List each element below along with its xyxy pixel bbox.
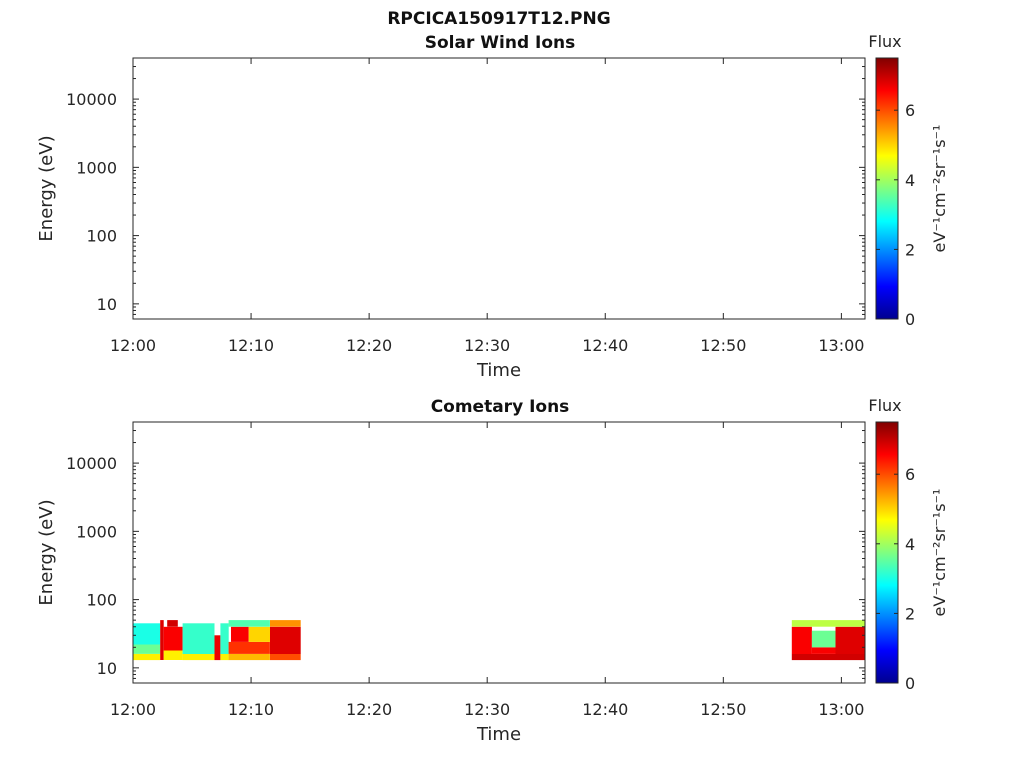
flux-cell (160, 620, 164, 660)
panel-title: Solar Wind Ions (425, 33, 576, 53)
figure-title: RPCICA150917T12.PNG (387, 9, 610, 29)
y-axis-label: Energy (eV) (36, 135, 57, 241)
flux-cell (811, 630, 836, 648)
flux-cell (167, 620, 178, 627)
flux-cell (163, 626, 183, 651)
x-tick-label: 12:20 (346, 336, 392, 355)
flux-cell (133, 644, 161, 654)
colorbar-tick-label: 4 (905, 535, 915, 554)
y-axis-label: Energy (eV) (36, 499, 57, 605)
colorbar-tick-label: 2 (905, 240, 915, 259)
flux-cell (791, 620, 865, 627)
x-axis-label: Time (476, 724, 521, 745)
y-tick-label: 10000 (66, 90, 117, 109)
x-tick-label: 12:00 (110, 336, 156, 355)
colorbar-tick-label: 0 (905, 674, 915, 693)
y-tick-label: 100 (86, 591, 117, 610)
flux-cell (214, 635, 221, 661)
flux-cell (248, 626, 270, 642)
y-tick-label: 10 (97, 659, 117, 678)
x-tick-label: 12:50 (700, 700, 746, 719)
colorbar-title: Flux (868, 396, 901, 415)
x-tick-label: 13:00 (818, 700, 864, 719)
y-tick-label: 1000 (76, 158, 117, 177)
x-tick-label: 13:00 (818, 336, 864, 355)
x-tick-label: 12:30 (464, 336, 510, 355)
flux-cell (133, 653, 161, 661)
colorbar-tick-label: 2 (905, 604, 915, 623)
colorbar-tick-label: 4 (905, 171, 915, 190)
x-axis-label: Time (476, 360, 521, 381)
x-tick-label: 12:10 (228, 336, 274, 355)
flux-cell (231, 626, 249, 642)
flux-cell (791, 626, 812, 654)
colorbar-tick-label: 6 (905, 101, 915, 120)
panel-cometary-ions: Cometary Ions 12:00 12:10 12:20 12:30 12:40 12… (36, 396, 949, 745)
y-tick-label: 10000 (66, 454, 117, 473)
x-tick-label: 12:30 (464, 700, 510, 719)
flux-cell (220, 623, 229, 654)
flux-cell (163, 650, 183, 660)
colorbar (875, 421, 899, 684)
flux-cell (182, 623, 215, 654)
flux-cell (270, 653, 301, 661)
flux-cell (133, 623, 161, 645)
flux-cell (228, 620, 270, 627)
plot-frame (132, 57, 866, 320)
x-tick-label: 12:20 (346, 700, 392, 719)
flux-cell (811, 647, 836, 654)
panel-solar-wind-ions: Solar Wind Ions 12:00 12:10 12:20 12:30 12:40… (36, 32, 949, 381)
colorbar (875, 57, 899, 320)
colorbar-tick-label: 0 (905, 310, 915, 329)
x-tick-label: 12:00 (110, 700, 156, 719)
flux-cell (228, 653, 270, 661)
y-tick-label: 10 (97, 295, 117, 314)
flux-cell (270, 620, 301, 627)
y-tick-label: 1000 (76, 522, 117, 541)
colorbar-tick-label: 6 (905, 465, 915, 484)
flux-cell (228, 641, 270, 654)
x-tick-label: 12:40 (582, 700, 628, 719)
panel-title: Cometary Ions (431, 397, 570, 417)
colorbar-title: Flux (868, 32, 901, 51)
x-tick-label: 12:10 (228, 700, 274, 719)
flux-cell (791, 653, 865, 661)
flux-cell (270, 626, 301, 654)
flux-cell (182, 653, 215, 661)
colorbar-units-label: eV⁻¹cm⁻²sr⁻¹s⁻¹ (930, 489, 949, 617)
flux-cell (835, 626, 865, 654)
y-tick-label: 100 (86, 227, 117, 246)
flux-cell (220, 653, 229, 661)
plot-frame (132, 421, 866, 684)
colorbar-units-label: eV⁻¹cm⁻²sr⁻¹s⁻¹ (930, 125, 949, 253)
x-tick-label: 12:50 (700, 336, 746, 355)
x-tick-label: 12:40 (582, 336, 628, 355)
